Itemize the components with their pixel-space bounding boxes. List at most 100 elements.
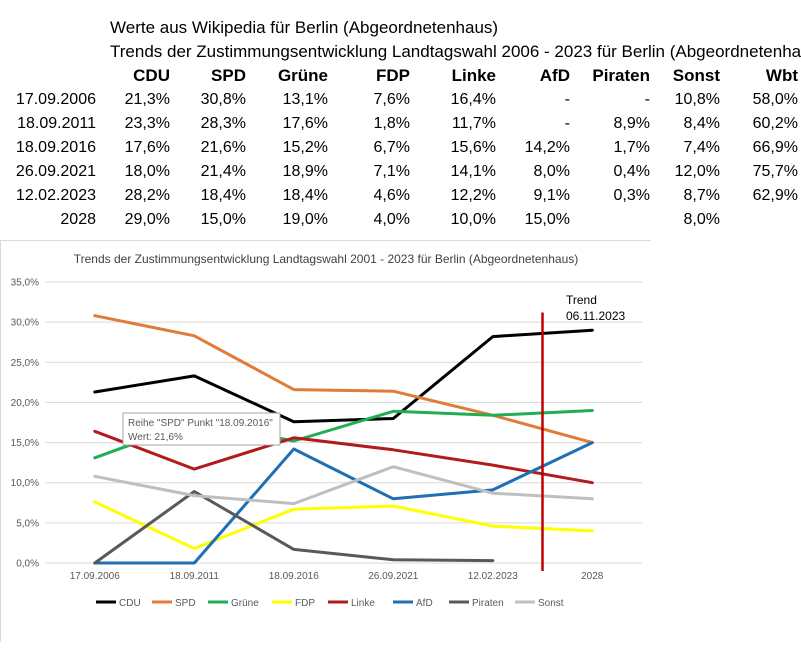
results-table: CDU SPD Grüne FDP Linke AfD Piraten Sons… [0,64,798,232]
column-header: FDP [376,66,410,85]
table-cell: 6,7% [373,139,410,156]
table-cell: 58,0% [752,91,798,108]
table-cell: 11,7% [451,115,496,132]
tooltip-value: Wert: 21,6% [128,432,183,443]
legend-entry: Linke [351,598,375,609]
data-tooltip [122,412,281,446]
table-cell: 10,8% [674,91,720,108]
x-tick-label: 12.02.2023 [468,571,518,582]
line-chart: Trends der Zustimmungsentwicklung Landta… [11,252,642,609]
legend-entry: CDU [119,598,141,609]
table-cell: 8,7% [683,187,720,204]
table-cell: 29,0% [124,211,170,228]
y-tick-label: 25,0% [11,358,39,369]
table-cell: 4,6% [373,187,410,204]
table-cell: 28,2% [124,187,170,204]
table-cell: 8,0% [683,211,720,228]
table-row: 12.02.2023 28,2% 18,4% 18,4% 4,6% 12,2% 9,1% 0,… [0,184,798,208]
table-cell: 1,8% [373,115,410,132]
table-cell: 16,4% [450,91,496,108]
table-cell: 66,9% [752,139,798,156]
table-corner [0,64,100,88]
table-cell: - [564,91,570,108]
table-cell: 7,6% [373,91,410,108]
table-cell: 10,0% [450,211,496,228]
table-cell: 15,0% [200,211,246,228]
series-line-cdu [93,328,594,424]
table-cell: 18,0% [124,163,170,180]
row-label: 18.09.2016 [15,139,96,156]
x-tick-label: 18.09.2016 [269,571,319,582]
chart-title: Trends der Zustimmungsentwicklung Landta… [74,252,579,266]
trend-label: Trend [566,293,597,307]
column-header: Piraten [592,66,650,85]
header-line-2: Trends der Zustimmungsentwicklung Landta… [110,42,801,61]
series-line-spd [93,314,594,445]
table-cell: 28,3% [200,115,246,132]
y-tick-label: 30,0% [11,318,39,329]
chart-frame: Trends der Zustimmungsentwicklung Landta… [0,240,651,642]
table-cell: 12,0% [674,163,720,180]
legend-entry: FDP [295,598,315,609]
table-cell: 13,1% [282,91,328,108]
row-label: 26.09.2021 [15,163,96,180]
table-cell: 75,7% [752,163,798,180]
y-tick-label: 15,0% [11,438,39,449]
table-row: 2028 29,0% 15,0% 19,0% 4,0% 10,0% 15,0% 8,0% [0,208,798,232]
table-cell: 23,3% [124,115,170,132]
table-cell: 8,4% [683,115,720,132]
table-cell: 1,7% [613,139,650,156]
legend-entry: AfD [416,598,433,609]
x-tick-label: 17.09.2006 [70,571,120,582]
column-header: AfD [539,66,570,85]
table-cell: 14,1% [450,163,496,180]
table-row: 26.09.2021 18,0% 21,4% 18,9% 7,1% 14,1% 8,0% 0,… [0,160,798,184]
table-row: 17.09.2006 21,3% 30,8% 13,1% 7,6% 16,4% - - 10,8… [0,88,798,112]
table-cell: 0,4% [613,163,650,180]
row-label: 18.09.2011 [17,115,96,132]
table-cell: 9,1% [533,187,570,204]
row-label: 2028 [60,211,96,228]
table-cell: 15,0% [524,211,570,228]
table-cell: - [564,115,570,132]
table-cell [720,208,798,232]
legend-entry: Piraten [472,598,504,609]
table-cell: 19,0% [282,211,328,228]
x-tick-label: 26.09.2021 [368,571,418,582]
series-line-linke [93,429,594,485]
column-header: Linke [451,66,496,85]
legend-entry: Sonst [538,598,564,609]
table-cell: 8,9% [613,115,650,132]
row-label: 17.09.2006 [15,91,96,108]
series-line-sonst [93,465,594,506]
table-cell: 18,9% [282,163,328,180]
row-label: 12.02.2023 [15,187,96,204]
column-header: Wbt [765,66,798,85]
table-cell: 18,4% [282,187,328,204]
column-header: CDU [133,66,170,85]
table-cell: 21,4% [200,163,246,180]
table-cell: 60,2% [752,115,798,132]
y-tick-label: 35,0% [11,278,39,289]
table-cell: 15,6% [450,139,496,156]
table-cell: 21,6% [200,139,246,156]
table-header-row: CDU SPD Grüne FDP Linke AfD Piraten Sons… [0,64,798,88]
table-cell: 8,0% [533,163,570,180]
table-cell: 15,2% [282,139,328,156]
column-header: SPD [211,66,246,85]
series-line-piraten [93,490,495,565]
table-cell: 18,4% [200,187,246,204]
table-cell: 0,3% [613,187,650,204]
y-tick-label: 10,0% [11,478,39,489]
series-line-fdp [93,500,594,550]
header-line-1: Werte aus Wikipedia für Berlin (Abgeordn… [110,18,499,37]
table-body: 17.09.2006 21,3% 30,8% 13,1% 7,6% 16,4% - - 10,8… [0,88,798,232]
table-cell [570,208,650,232]
y-tick-label: 20,0% [11,398,39,409]
table-cell: 62,9% [752,187,798,204]
series-line-afd [93,441,594,565]
table-cell: 7,4% [683,139,720,156]
table-cell: 4,0% [373,211,410,228]
x-tick-label: 18.09.2011 [170,571,220,582]
table-row: 18.09.2011 23,3% 28,3% 17,6% 1,8% 11,7% - 8,9% 8… [0,112,798,136]
